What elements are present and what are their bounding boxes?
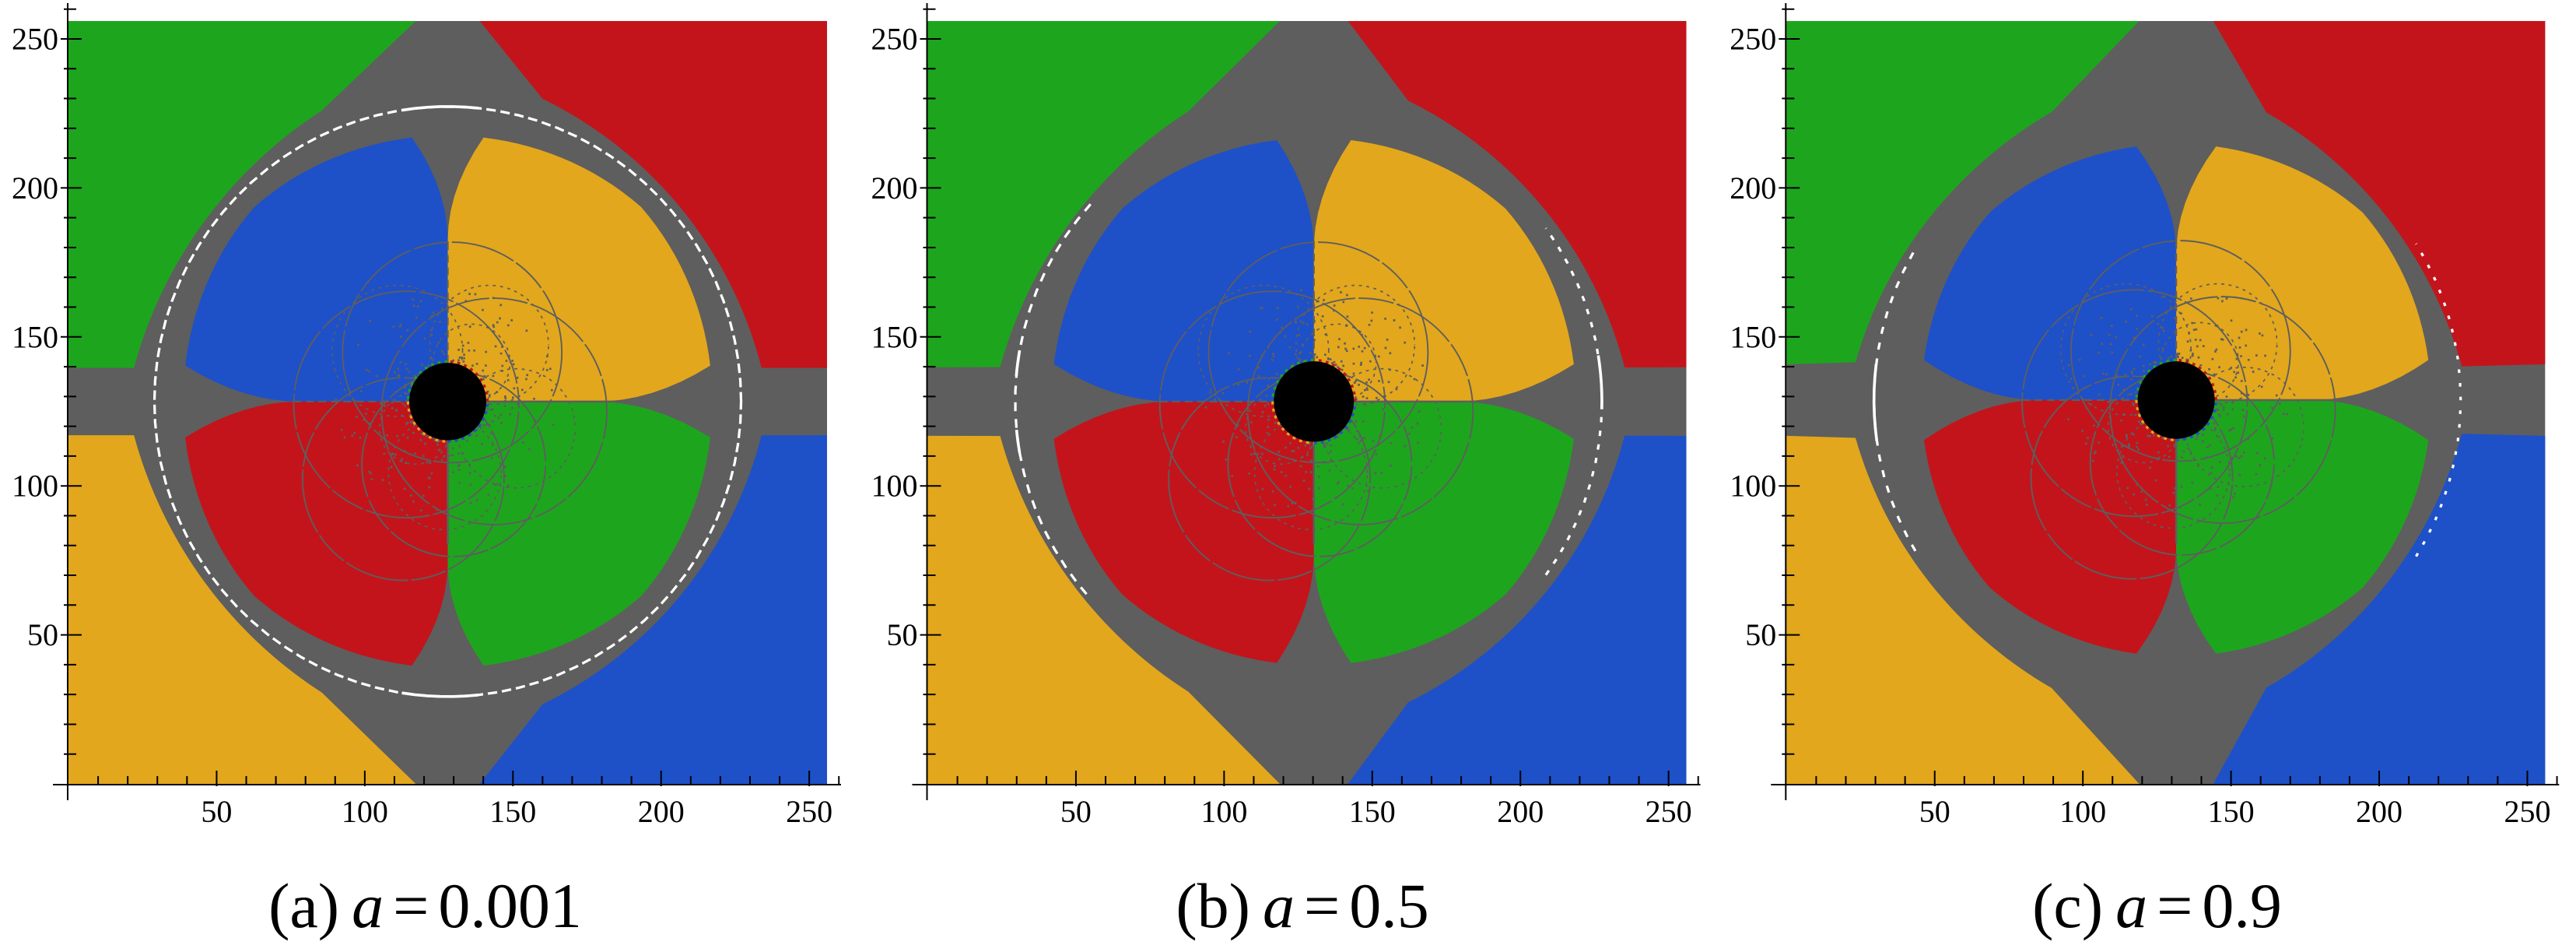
svg-text:150: 150 [871, 319, 918, 354]
svg-text:100: 100 [12, 469, 58, 504]
svg-text:200: 200 [638, 794, 685, 829]
svg-text:200: 200 [2356, 794, 2403, 829]
svg-text:100: 100 [1200, 794, 1247, 829]
svg-text:(c)a=0.9: (c) a = 0.9 [2032, 870, 2282, 941]
svg-text:150: 150 [12, 319, 58, 354]
svg-text:50: 50 [27, 617, 58, 652]
svg-text:50: 50 [1919, 794, 1950, 829]
svg-text:100: 100 [1730, 469, 1776, 504]
svg-text:150: 150 [1730, 319, 1776, 354]
svg-text:100: 100 [871, 469, 918, 504]
svg-text:50: 50 [887, 617, 918, 652]
svg-text:250: 250 [2504, 794, 2550, 829]
svg-text:150: 150 [489, 794, 536, 829]
svg-text:250: 250 [1730, 21, 1776, 56]
svg-text:150: 150 [1349, 794, 1396, 829]
svg-text:250: 250 [12, 21, 58, 56]
svg-text:50: 50 [1060, 794, 1092, 829]
svg-text:250: 250 [786, 794, 832, 829]
svg-text:100: 100 [342, 794, 388, 829]
svg-text:200: 200 [1497, 794, 1544, 829]
svg-text:250: 250 [1645, 794, 1692, 829]
svg-text:200: 200 [871, 170, 918, 206]
svg-text:50: 50 [1745, 617, 1776, 652]
svg-text:150: 150 [2208, 794, 2255, 829]
svg-text:100: 100 [2059, 794, 2106, 829]
svg-text:200: 200 [1730, 170, 1776, 206]
svg-text:250: 250 [871, 21, 918, 56]
svg-text:200: 200 [12, 170, 58, 206]
svg-text:(a)a=0.001: (a) a = 0.001 [268, 870, 582, 941]
svg-text:50: 50 [201, 794, 232, 829]
